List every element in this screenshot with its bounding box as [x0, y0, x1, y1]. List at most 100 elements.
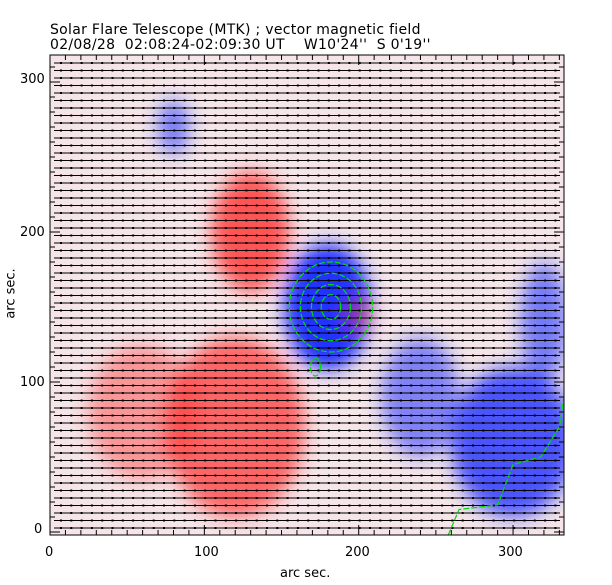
vector-arrow	[399, 504, 402, 507]
vector-arrow	[266, 302, 268, 304]
vector-arrow	[389, 69, 392, 72]
vector-arrow	[173, 249, 176, 252]
vector-arrow	[533, 512, 536, 514]
vector-arrow	[379, 92, 382, 94]
vector-arrow	[554, 317, 557, 319]
vector-arrow	[245, 294, 248, 297]
vector-arrow	[472, 279, 474, 282]
vector-arrow	[173, 99, 176, 102]
vector-arrow	[369, 167, 371, 169]
vector-arrow	[101, 317, 104, 319]
vector-arrow	[111, 174, 114, 177]
vector-arrow	[101, 354, 104, 357]
vector-arrow	[307, 167, 310, 169]
vector-arrow	[327, 257, 330, 259]
vector-arrow	[430, 407, 433, 409]
vector-arrow	[121, 219, 124, 222]
vector-arrow	[307, 519, 310, 522]
vector-arrow	[193, 362, 196, 364]
vector-arrow	[80, 122, 83, 124]
vector-arrow	[420, 347, 423, 349]
vector-arrow	[214, 92, 217, 94]
vector-arrow	[523, 294, 526, 297]
vector-arrow	[338, 174, 341, 177]
vector-arrow	[245, 152, 248, 154]
vector-arrow	[533, 459, 536, 462]
vector-arrow	[430, 384, 433, 387]
vector-arrow	[348, 182, 351, 184]
vector-arrow	[132, 294, 135, 297]
vector-arrow	[214, 62, 217, 64]
vector-arrow	[121, 227, 124, 229]
vector-arrow	[224, 354, 227, 357]
vector-arrow	[80, 84, 83, 87]
vector-arrow	[358, 497, 361, 499]
vector-arrow	[461, 159, 464, 162]
vector-arrow	[502, 77, 505, 79]
vector-arrow	[183, 362, 186, 364]
vector-arrow	[163, 407, 165, 409]
vector-arrow	[513, 77, 516, 79]
vector-arrow	[214, 339, 217, 342]
vector-arrow	[214, 497, 217, 499]
vector-arrow	[152, 152, 155, 154]
vector-arrow	[554, 309, 557, 312]
vector-arrow	[276, 234, 279, 237]
vector-arrow	[441, 92, 444, 94]
vector-arrow	[410, 249, 413, 252]
vector-arrow	[173, 474, 176, 477]
vector-arrow	[245, 159, 248, 162]
vector-arrow	[554, 437, 557, 439]
vector-arrow	[90, 512, 93, 514]
vector-arrow	[461, 257, 464, 259]
vector-arrow	[461, 437, 464, 439]
vector-arrow	[276, 69, 279, 72]
vector-arrow	[204, 234, 207, 237]
vector-arrow	[379, 354, 382, 357]
vector-arrow	[296, 144, 299, 147]
vector-arrow	[142, 444, 145, 447]
vector-arrow	[121, 167, 124, 169]
vector-arrow	[173, 77, 176, 79]
vector-arrow	[193, 474, 196, 477]
vector-arrow	[152, 84, 155, 87]
vector-arrow	[132, 497, 135, 499]
vector-arrow	[338, 384, 341, 387]
vector-arrow	[523, 414, 526, 417]
vector-arrow	[142, 452, 145, 454]
vector-arrow	[513, 467, 516, 469]
vector-arrow	[544, 167, 547, 169]
vector-arrow	[389, 347, 392, 349]
vector-arrow	[193, 204, 196, 207]
vector-arrow	[379, 339, 382, 342]
vector-arrow	[296, 399, 299, 402]
vector-arrow	[472, 444, 474, 447]
vector-arrow	[492, 302, 495, 304]
vector-arrow	[533, 527, 536, 529]
vector-arrow	[245, 407, 248, 409]
vector-arrow	[255, 354, 258, 357]
vector-arrow	[554, 384, 557, 387]
vector-arrow	[276, 122, 279, 124]
vector-arrow	[111, 152, 114, 154]
vector-arrow	[296, 309, 299, 312]
vector-arrow	[461, 369, 464, 372]
vector-arrow	[358, 84, 361, 87]
vector-arrow	[163, 527, 165, 529]
vector-arrow	[111, 429, 114, 432]
vector-arrow	[255, 309, 258, 312]
vector-arrow	[142, 84, 145, 87]
vector-arrow	[554, 497, 557, 499]
vector-arrow	[276, 504, 279, 507]
vector-arrow	[399, 249, 402, 252]
vector-arrow	[245, 264, 248, 267]
vector-arrow	[80, 294, 83, 297]
vector-arrow	[369, 339, 371, 342]
vector-arrow	[348, 467, 351, 469]
vector-arrow	[338, 159, 341, 162]
vector-arrow	[214, 234, 217, 237]
vector-arrow	[60, 69, 62, 72]
vector-arrow	[327, 182, 330, 184]
vector-arrow	[317, 174, 320, 177]
vector-arrow	[420, 159, 423, 162]
